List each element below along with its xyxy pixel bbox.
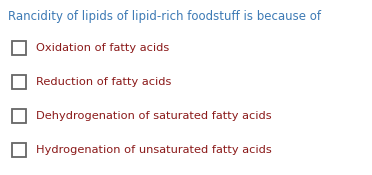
- Bar: [12, 41, 26, 55]
- Bar: [12, 143, 26, 157]
- Text: Reduction of fatty acids: Reduction of fatty acids: [36, 77, 171, 87]
- Text: Oxidation of fatty acids: Oxidation of fatty acids: [36, 43, 169, 53]
- Bar: [12, 75, 26, 89]
- Bar: [12, 109, 26, 123]
- Text: Hydrogenation of unsaturated fatty acids: Hydrogenation of unsaturated fatty acids: [36, 145, 272, 155]
- Text: Dehydrogenation of saturated fatty acids: Dehydrogenation of saturated fatty acids: [36, 111, 272, 121]
- Text: Rancidity of lipids of lipid-rich foodstuff is because of: Rancidity of lipids of lipid-rich foodst…: [8, 10, 321, 23]
